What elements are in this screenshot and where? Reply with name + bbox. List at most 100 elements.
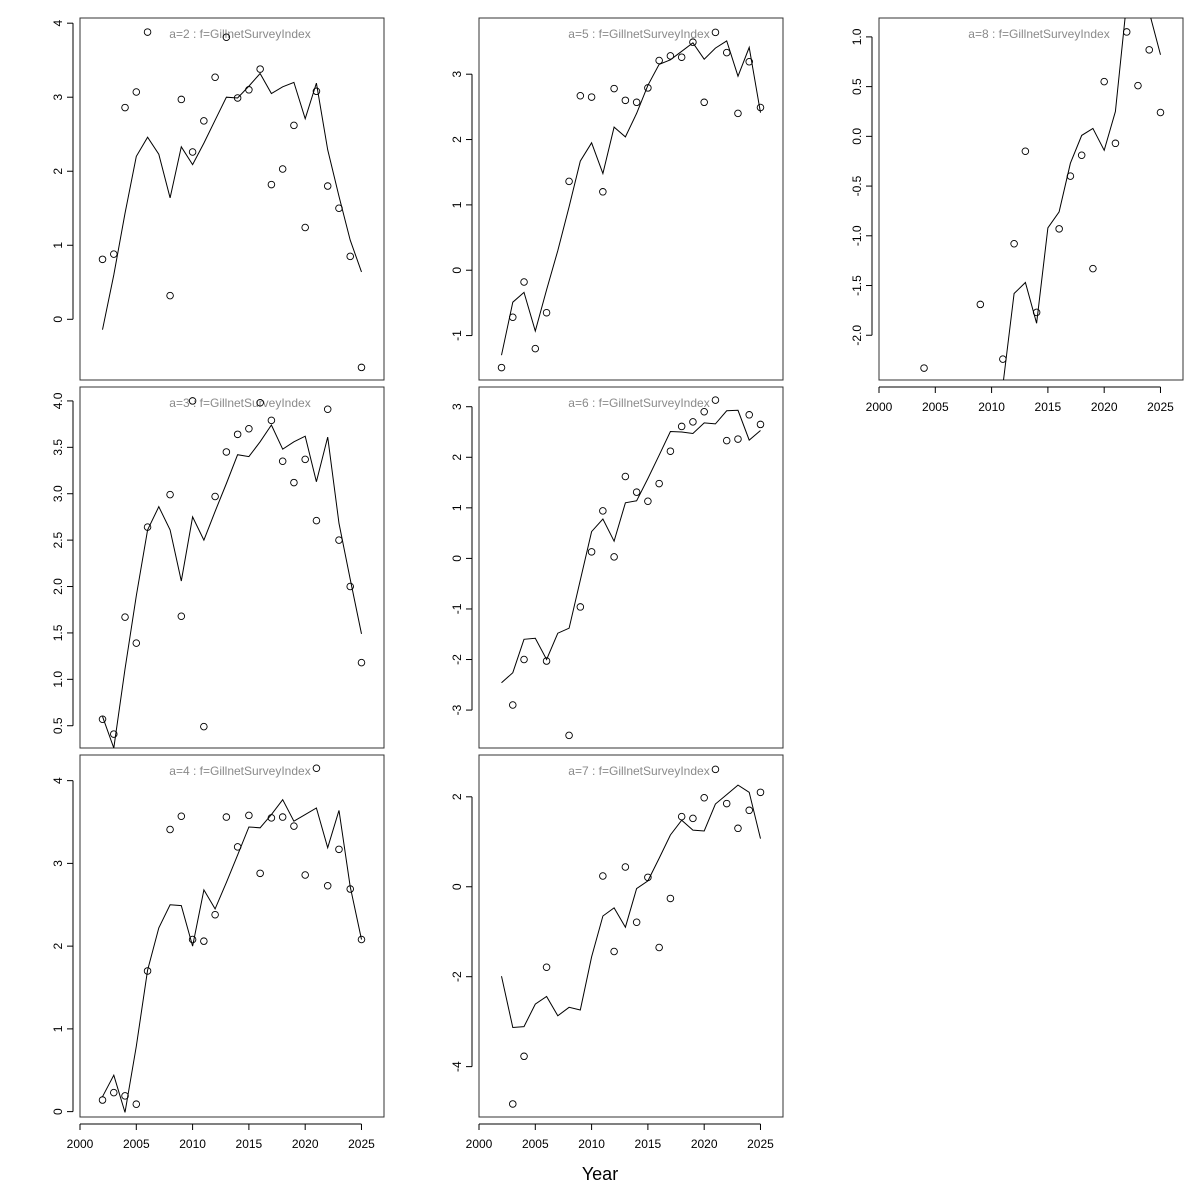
observed-point [177,95,186,104]
observed-point [666,447,675,455]
plot-frame [478,17,784,381]
observed-point [188,935,197,944]
observed-point [722,799,731,808]
observed-point [98,1096,107,1104]
observed-point [711,765,720,774]
observed-point [520,278,528,286]
y-tick-label: 0.5 [51,717,65,734]
observed-point [542,657,551,665]
panel-title: a=8 : f=GillnetSurveyIndex [968,27,1109,41]
observed-point [722,436,731,445]
y-tick-label: 3.5 [51,439,65,456]
fitted-line [501,40,761,356]
observed-point [1077,151,1086,159]
observed-point [1066,172,1075,180]
observed-point [290,478,298,487]
y-tick-label: 2 [450,454,464,461]
observed-point [610,947,618,956]
observed-point [211,492,219,501]
observed-point [323,881,332,890]
plot-frame [79,386,385,749]
panel-marks [501,765,765,1108]
observed-point [920,364,928,372]
x-tick-label: 2015 [236,1137,263,1151]
observed-point [734,435,742,443]
observed-point [166,825,174,834]
observed-point [267,416,276,425]
observed-point [734,824,742,833]
observed-point [245,811,253,820]
observed-point [520,655,528,664]
x-tick-label: 2020 [292,1137,319,1151]
y-tick-label: 2 [450,136,464,143]
observed-point [677,812,686,821]
observed-point [621,472,630,481]
observed-point [222,33,231,41]
observed-point [644,497,652,506]
observed-point [233,843,242,851]
fitted-line [102,423,362,748]
y-tick-label: -1.5 [850,275,864,296]
observed-point [278,813,287,821]
observed-point [599,188,607,196]
y-tick-label: 2 [51,942,65,949]
observed-point [346,252,354,261]
y-tick-label: -1 [450,330,464,341]
observed-point [509,1100,517,1108]
x-tick-label: 2010 [978,400,1005,414]
y-tick-label: 0 [450,267,464,274]
observed-point [267,180,276,189]
y-tick-label: 1 [450,504,464,511]
observed-point [497,363,506,372]
panel-2: a=3 : f=GillnetSurveyIndex 0.5 1.0 1.5 2.0 2.… [51,386,385,749]
observed-point [655,479,663,488]
panel-marks [98,764,366,1113]
y-tick-label: -3 [450,704,464,715]
observed-point [177,612,186,620]
panel-1: a=2 : f=GillnetSurveyIndex 0 1 2 3 4 [51,17,385,381]
observed-point [756,788,765,797]
observed-point [610,553,618,561]
y-tick-label: 1.5 [51,624,65,641]
observed-point [1134,81,1142,90]
observed-point [745,411,753,419]
observed-point [999,355,1007,363]
observed-point [166,490,174,499]
plot-frame [878,17,1184,381]
observed-point [357,935,366,944]
observed-point [610,84,618,93]
panel-title: a=5 : f=GillnetSurveyIndex [568,27,709,41]
observed-point [700,98,708,107]
observed-point [110,1088,118,1097]
observed-point [166,291,174,300]
y-tick-label: 3 [51,94,65,101]
y-tick-label: -2 [450,654,464,665]
observed-point [132,88,141,96]
y-tick-label: 2 [450,793,464,800]
observed-point [132,1100,141,1108]
observed-point [565,177,573,186]
y-tick-label: 1 [450,201,464,208]
observed-point [132,639,141,647]
observed-point [655,56,663,65]
observed-point [509,701,517,709]
observed-point [655,943,663,952]
observed-point [520,1052,528,1061]
observed-point [233,430,242,439]
observed-point [599,872,607,880]
observed-point [632,98,641,107]
observed-point [346,885,354,893]
observed-point [222,448,231,456]
y-tick-label: 3 [51,860,65,867]
fitted-line [501,784,761,1029]
observed-point [121,1092,129,1100]
panel-3: a=4 : f=GillnetSurveyIndex 0 1 2 3 4 2000 2005 2… [51,754,385,1151]
observed-point [700,793,708,802]
observed-point [1156,108,1165,117]
observed-point [756,103,765,112]
observed-point [621,96,630,105]
x-tick-label: 2025 [1147,400,1174,414]
observed-point [98,255,107,264]
observed-point [312,87,321,96]
